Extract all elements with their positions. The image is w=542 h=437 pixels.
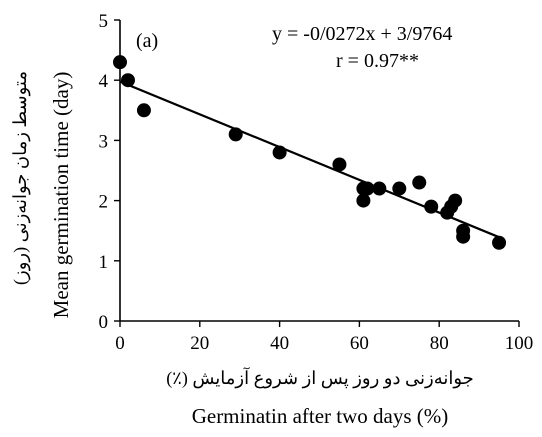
y-tick-label: 5	[99, 11, 109, 32]
x-tick-label: 80	[430, 333, 449, 354]
x-axis-title-en: Germinatin after two days (%)	[192, 404, 449, 428]
data-point	[360, 181, 375, 196]
x-tick-label: 40	[270, 333, 289, 354]
data-point	[448, 193, 463, 208]
data-point	[272, 145, 287, 160]
y-tick-label: 2	[99, 192, 109, 213]
y-tick-label: 3	[99, 131, 109, 152]
x-tick-label: 60	[350, 333, 369, 354]
y-tick-label: 1	[99, 252, 109, 273]
data-point	[228, 127, 243, 142]
axes	[119, 20, 519, 322]
points-group	[113, 55, 507, 250]
x-tick-label: 0	[115, 333, 125, 354]
data-point	[356, 193, 371, 208]
panel-label: (a)	[136, 30, 158, 52]
equation-label: y = -0/0272x + 3/9764	[272, 23, 452, 45]
data-point	[456, 229, 471, 244]
data-point	[412, 175, 427, 190]
data-point	[424, 199, 439, 214]
data-point	[492, 235, 507, 250]
data-point	[120, 73, 135, 88]
data-point	[113, 55, 127, 70]
data-point	[136, 103, 151, 118]
x-tick-label: 100	[505, 333, 534, 354]
y-tick-label: 0	[99, 312, 109, 333]
ticks: 0 20 40 60 80 100 0 1 2 3 4 5	[99, 11, 534, 354]
x-tick-label: 20	[190, 333, 209, 354]
y-tick-label: 4	[99, 71, 109, 92]
data-point	[392, 181, 407, 196]
y-axis-title-fa: متوسط زمان جوانه‌زنی (روز)	[10, 71, 31, 285]
r-value-label: r = 0.97**	[336, 50, 419, 72]
y-axis-title-en: Mean germination time (day)	[49, 72, 73, 319]
x-axis-title-fa: جوانه‌زنی دو روز پس از شروع آزمایش (٪)	[166, 367, 474, 389]
data-point	[332, 157, 347, 172]
data-point	[372, 181, 387, 196]
